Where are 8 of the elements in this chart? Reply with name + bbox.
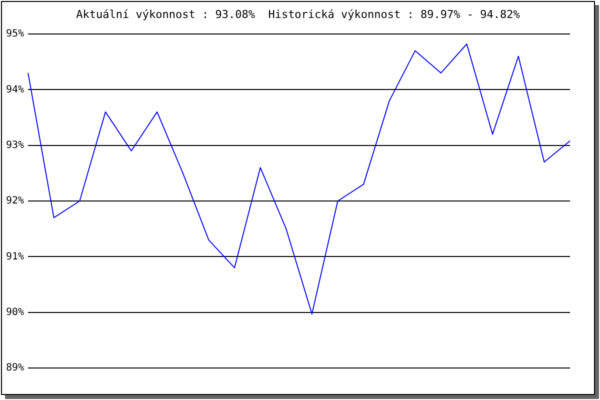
y-tick-label: 95% [6,28,24,40]
y-tick-label: 90% [6,306,24,318]
y-tick-label: 94% [6,84,24,96]
y-tick-label: 91% [6,251,24,262]
chart-title: Aktuální výkonnost : 93.08% Historická výkonnost : 89.97% - 94.82% [75,8,521,21]
y-tick-label: 92% [6,196,24,207]
y-tick-label: 89% [6,362,24,374]
y-tick-label: 93% [6,140,24,151]
